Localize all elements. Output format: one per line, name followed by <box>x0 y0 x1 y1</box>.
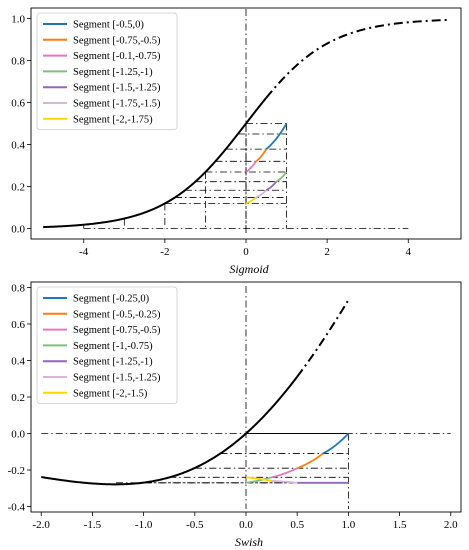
y-tick-label: -0.4 <box>8 502 26 514</box>
y-tick-label: 0.0 <box>11 224 25 236</box>
y-tick-label: 0.8 <box>11 56 25 68</box>
legend-label: Segment [-0.25,0) <box>73 294 150 305</box>
approximation-segment <box>271 467 298 479</box>
x-tick-label: 4 <box>406 246 412 258</box>
x-axis-label: Sigmoid <box>229 262 269 276</box>
approximation-segment <box>245 476 272 484</box>
approximation-segment <box>255 189 267 199</box>
x-tick-label: -0.5 <box>186 519 204 531</box>
legend-label: Segment [-0.5,0) <box>73 20 144 31</box>
approximation-segment <box>245 196 257 205</box>
legend-label: Segment [-0.5,-0.25) <box>73 309 161 320</box>
swish-panel: -2.0 -1.5 -1.0 -0.5 0.0 0.5 1.0 1.5 2.0 -0.4 -0.2 0… <box>8 281 462 549</box>
y-tick-label: 0.2 <box>11 182 25 194</box>
swish-curve-solid <box>41 376 298 486</box>
swish-curve-dashdot <box>296 299 350 378</box>
y-tick-label: 0.0 <box>11 429 25 441</box>
x-tick-label: -4 <box>79 246 89 258</box>
approximation-segment <box>265 123 288 150</box>
legend-label: Segment [-1.75,-1.5) <box>73 99 161 110</box>
approximation-segment <box>265 181 278 192</box>
legend-label: Segment [-0.75,-0.5) <box>73 35 161 46</box>
legend-label: Segment [-0.75,-0.5) <box>73 325 161 336</box>
legend-label: Segment [-1.5,-1.25) <box>73 83 161 94</box>
x-axis-label: Swish <box>235 535 263 549</box>
x-tick-label: 1.0 <box>342 519 356 531</box>
y-tick-label: 0.6 <box>11 319 25 331</box>
legend-label: Segment [-1.25,-1) <box>73 67 153 78</box>
approximation-segment <box>275 171 288 183</box>
x-tick-label: 2.0 <box>444 519 458 531</box>
x-tick-label: 0 <box>243 246 249 258</box>
sigmoid-curve-dashdot <box>265 18 449 99</box>
x-tick-label: -2 <box>160 246 169 258</box>
approximation-segment <box>322 432 350 455</box>
y-tick-label: 0.4 <box>11 355 25 367</box>
y-tick-label: 0.6 <box>11 98 25 110</box>
legend-label: Segment [-2,-1.5) <box>73 388 148 399</box>
y-tick-label: -0.2 <box>8 465 25 477</box>
y-tick-label: 0.4 <box>11 140 25 152</box>
approximation-segment <box>245 160 257 173</box>
x-tick-label: 2 <box>324 246 330 258</box>
legend-box <box>36 12 178 130</box>
legend-box <box>36 286 178 404</box>
legend-label: Segment [-2,-1.75) <box>73 114 153 125</box>
sigmoid-panel: -4 -2 0 2 4 0.0 0.2 0.4 0.6 0.8 1.0 Sigmoid Segment … <box>11 7 462 276</box>
approximation-segment <box>245 476 272 482</box>
y-tick-label: 0.2 <box>11 392 25 404</box>
y-tick-label: 0.8 <box>11 282 25 294</box>
sigmoid-curve-solid <box>43 97 268 229</box>
x-tick-label: -1.5 <box>84 519 102 531</box>
legend-label: Segment [-1,-0.75) <box>73 341 153 352</box>
x-tick-label: -1.0 <box>135 519 153 531</box>
x-tick-label: 0.0 <box>239 519 253 531</box>
x-tick-label: 0.5 <box>290 519 304 531</box>
x-tick-label: -2.0 <box>33 519 51 531</box>
y-tick-label: 1.0 <box>11 14 25 26</box>
legend-label: Segment [-0.1,-0.75) <box>73 51 161 62</box>
approximation-segment <box>271 480 298 484</box>
x-tick-label: 1.5 <box>393 519 407 531</box>
approximation-segment <box>255 148 268 162</box>
legend-label: Segment [-1.5,-1.25) <box>73 373 161 384</box>
approximation-segment <box>296 452 324 470</box>
legend-label: Segment [-1.25,-1) <box>73 357 153 368</box>
